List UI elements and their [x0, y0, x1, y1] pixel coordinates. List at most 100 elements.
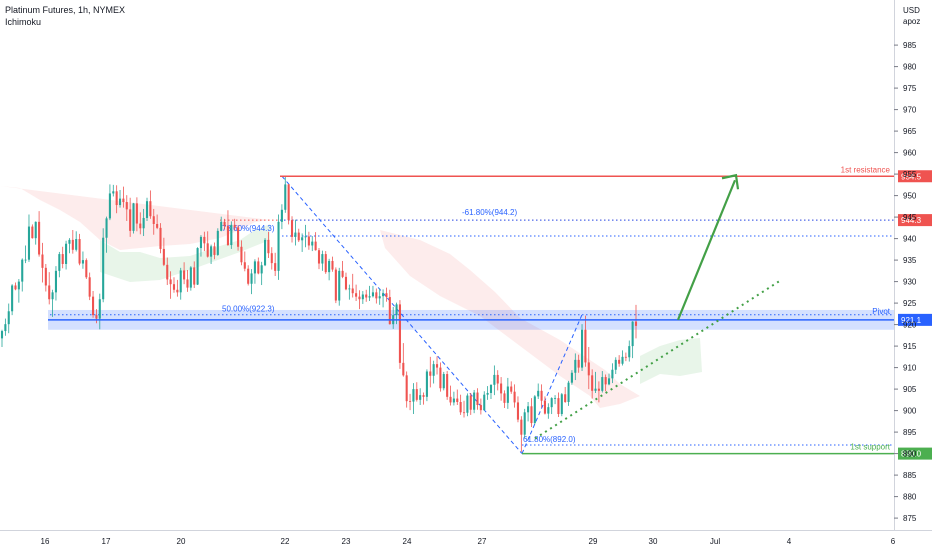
candle-body: [31, 226, 34, 239]
y-tick-label: 895: [903, 428, 917, 437]
candle-body: [429, 371, 432, 376]
candle-body: [145, 201, 149, 218]
candle-body: [233, 224, 236, 228]
candle-body: [628, 346, 631, 358]
candle-body: [618, 359, 621, 364]
candle-body: [81, 260, 84, 264]
candle-body: [85, 260, 88, 278]
x-tick-label: 27: [478, 537, 487, 546]
candle-body: [328, 260, 331, 273]
candle-body: [523, 412, 526, 435]
candle-body: [280, 209, 283, 222]
candle-body: [290, 220, 294, 237]
candle-body: [253, 261, 256, 274]
candle-body: [597, 388, 600, 391]
candle-body: [216, 230, 219, 255]
projection-arrow: [534, 173, 781, 440]
price-badge-text: 921.1: [901, 316, 922, 325]
price-badge-text: 954.5: [901, 172, 922, 181]
candle-body: [537, 390, 540, 397]
candle-body: [560, 394, 563, 415]
candle-body: [193, 267, 196, 285]
candle-body: [277, 221, 280, 271]
candle-body: [604, 377, 607, 385]
candle-body: [317, 250, 321, 264]
candle-body: [183, 270, 186, 280]
candle-body: [503, 393, 506, 403]
y-axis-subunit: apoz: [903, 17, 920, 26]
fib-50-label: 50.00%(922.3): [222, 305, 275, 314]
candle-body: [371, 292, 375, 297]
candle-body: [294, 232, 297, 237]
candle-body: [365, 294, 368, 298]
candle-body: [11, 285, 14, 312]
candle-body: [361, 294, 364, 300]
candle-body: [634, 321, 638, 326]
candles: [0, 175, 638, 452]
candle-body: [540, 390, 543, 401]
candle-body: [584, 329, 587, 363]
candle-body: [520, 419, 523, 435]
chart-title: Platinum Futures, 1h, NYMEX: [5, 5, 126, 15]
candle-body: [41, 254, 44, 268]
candle-body: [98, 299, 101, 319]
candle-body: [118, 198, 122, 206]
fib-neg61-label: -61.80%(944.2): [462, 208, 517, 217]
candle-body: [530, 406, 533, 424]
x-tick-label: 22: [281, 537, 290, 546]
candle-body: [385, 293, 388, 298]
candle-body: [189, 267, 192, 288]
candle-body: [409, 401, 412, 402]
candle-body: [452, 398, 455, 403]
candle-body: [61, 254, 64, 264]
candle-body: [38, 221, 41, 255]
candle-body: [243, 262, 246, 269]
candle-body: [422, 395, 425, 397]
candle-body: [331, 260, 334, 270]
candle-body: [301, 237, 304, 241]
y-tick-label: 970: [903, 106, 917, 115]
candle-body: [54, 270, 58, 293]
candle-body: [466, 395, 469, 413]
x-axis: 16 17 20 22 23 24 27 29 30 Jul 4 6: [0, 530, 932, 546]
candle-body: [624, 356, 627, 358]
candle-body: [402, 362, 405, 376]
y-tick-label: 960: [903, 149, 917, 158]
candle-body: [601, 377, 604, 391]
y-tick-label: 940: [903, 235, 917, 244]
candle-body: [415, 389, 418, 400]
candle-body: [358, 296, 361, 300]
candle-body: [267, 239, 270, 254]
candle-body: [132, 203, 135, 231]
candle-body: [543, 400, 546, 414]
candle-body: [591, 375, 594, 391]
candle-body: [274, 263, 277, 271]
candle-body: [442, 374, 445, 389]
candle-body: [186, 279, 189, 288]
candle-body: [71, 239, 74, 250]
candle-body: [95, 315, 98, 319]
candle-body: [631, 321, 634, 347]
y-tick-label: 890: [903, 450, 917, 459]
candle-body: [500, 383, 503, 394]
candle-body: [580, 329, 584, 368]
candle-body: [506, 386, 509, 403]
candle-body: [351, 288, 354, 294]
candle-body: [112, 191, 115, 194]
candle-body: [307, 236, 310, 246]
candle-body: [139, 223, 142, 229]
ichimoku-cloud: [0, 186, 702, 408]
candle-body: [108, 193, 111, 219]
candle-body: [223, 221, 226, 227]
candle-body: [378, 296, 381, 299]
candle-body: [527, 406, 530, 413]
candle-body: [513, 391, 516, 403]
candle-body: [263, 239, 267, 266]
price-badge-text: 944.3: [901, 216, 922, 225]
candle-body: [196, 248, 199, 285]
candle-body: [159, 227, 162, 249]
candle-body: [260, 265, 263, 274]
candle-body: [321, 254, 324, 264]
trendline-support: [534, 279, 781, 440]
